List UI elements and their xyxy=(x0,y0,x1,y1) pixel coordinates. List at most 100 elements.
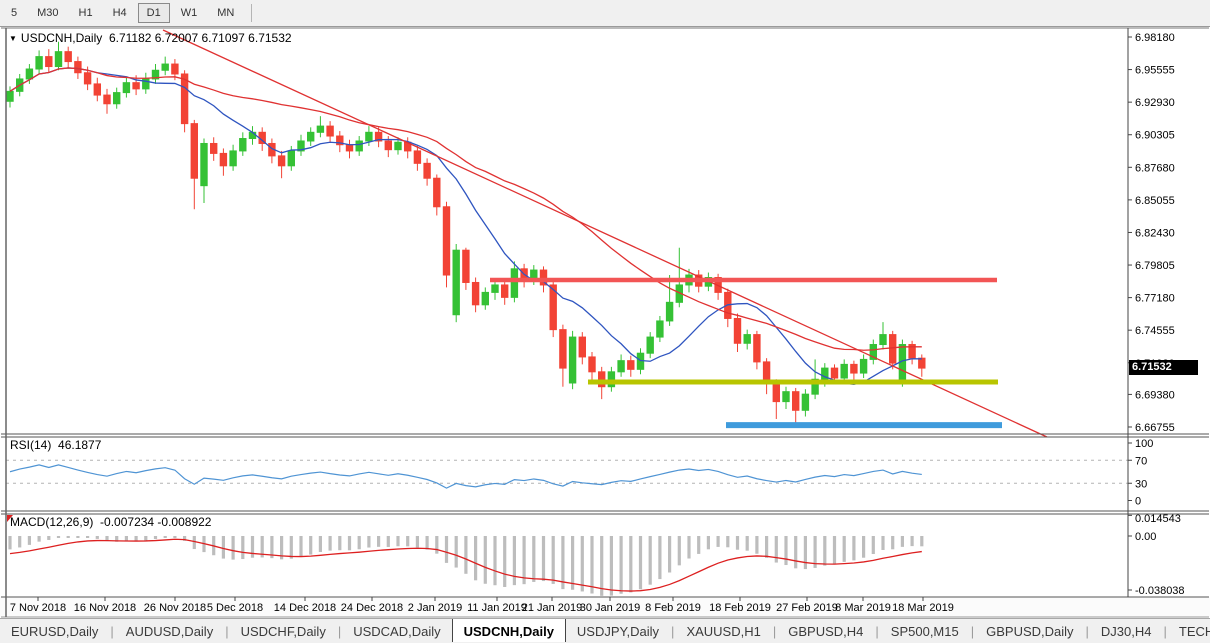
macd-histogram-bar xyxy=(115,536,119,542)
timeframe-button-h4[interactable]: H4 xyxy=(112,7,127,19)
timeframe-button-mn[interactable]: MN xyxy=(217,7,235,19)
chart-tabs-bar: EURUSD,Daily | AUDUSD,Daily | USDCHF,Daily | U… xyxy=(0,618,1210,643)
timeframe-button-m30[interactable]: M30 xyxy=(37,7,59,19)
candle-body-down xyxy=(103,94,111,105)
candle-body-up xyxy=(821,367,829,380)
macd-histogram-bar xyxy=(289,536,293,559)
candle-body-down xyxy=(374,131,383,142)
macd-histogram-bar xyxy=(134,536,138,542)
pane-marker-icon xyxy=(7,515,13,522)
candle-body-down xyxy=(336,135,344,146)
macd-histogram-bar xyxy=(192,536,196,550)
macd-histogram-bar xyxy=(386,536,390,547)
macd-histogram-bar xyxy=(464,536,468,574)
macd-histogram-bar xyxy=(367,536,371,548)
macd-histogram-bar xyxy=(66,535,70,538)
macd-histogram-bar xyxy=(726,536,730,548)
candle-body-up xyxy=(394,141,402,151)
chart-tab-usdcnh-daily[interactable]: USDCNH,Daily xyxy=(451,619,566,642)
macd-histogram-bar xyxy=(842,536,846,562)
chart-tab-dj30-h4[interactable]: DJ30,H4 xyxy=(1100,623,1152,639)
chevron-down-icon[interactable]: ▼ xyxy=(9,34,17,43)
timeframe-button-w1[interactable]: W1 xyxy=(180,7,198,19)
timeframe-button-d1[interactable]: D1 xyxy=(137,3,170,23)
date-axis-label: 27 Feb 2019 xyxy=(776,602,838,614)
tab-separator: | xyxy=(337,623,342,639)
candle-body-up xyxy=(801,393,810,411)
candle-body-up xyxy=(122,82,131,94)
macd-histogram-bar xyxy=(706,536,710,550)
rsi-axis-label: 100 xyxy=(1135,438,1153,450)
macd-histogram-bar xyxy=(8,536,12,550)
macd-histogram-bar xyxy=(532,536,536,582)
macd-histogram-bar xyxy=(619,536,623,594)
candle-body-up xyxy=(656,320,664,338)
chart-tab-sp500-m15[interactable]: SP500,M15 xyxy=(890,623,959,639)
candle-body-down xyxy=(578,336,586,358)
candle-body-down xyxy=(501,284,509,298)
macd-histogram-bar xyxy=(493,536,497,586)
tab-separator: | xyxy=(1085,623,1089,639)
chart-title: ▼ USDCNH,Daily 6.71182 6.72007 6.71097 6.… xyxy=(9,31,292,45)
macd-histogram-bar xyxy=(503,536,507,587)
macd-histogram-bar xyxy=(648,536,652,585)
candle-body-up xyxy=(161,63,169,71)
candle-body-up xyxy=(355,140,363,152)
candle-body-down xyxy=(830,367,839,379)
price-axis-label: 6.66755 xyxy=(1135,422,1175,434)
chart-tab-usdjpy-daily[interactable]: USDJPY,Daily xyxy=(576,623,660,639)
timeframe-button-5[interactable]: 5 xyxy=(11,7,18,19)
macd-histogram-bar xyxy=(474,536,478,581)
date-axis-label: 8 Mar 2019 xyxy=(835,602,891,614)
macd-histogram-bar xyxy=(765,536,769,558)
macd-histogram-bar xyxy=(396,536,400,547)
date-axis-label: 11 Jan 2019 xyxy=(467,602,527,614)
timeframe-button-h1[interactable]: H1 xyxy=(78,7,93,19)
tab-separator: | xyxy=(671,623,675,639)
macd-histogram-bar xyxy=(377,536,381,547)
candle-body-down xyxy=(598,371,606,388)
macd-histogram-bar xyxy=(173,536,177,538)
chart-tab-gbpusd-daily[interactable]: GBPUSD,Daily xyxy=(986,623,1074,639)
candle-body-down xyxy=(850,363,858,374)
candle-body-down xyxy=(345,144,354,152)
macd-histogram-bar xyxy=(881,536,885,550)
chart-tab-eurusd-daily[interactable]: EURUSD,Daily xyxy=(11,623,99,639)
chart-tab-usdcad-daily[interactable]: USDCAD,Daily xyxy=(353,623,441,639)
rsi-line xyxy=(9,464,922,489)
date-axis-label: 7 Nov 2018 xyxy=(10,602,66,614)
candle-body-up xyxy=(365,131,373,142)
macd-histogram-bar xyxy=(124,536,128,542)
chart-tab-tech100-h1[interactable]: TECH100,H1 xyxy=(1178,623,1210,639)
candle-body-down xyxy=(132,82,140,90)
candle-body-up xyxy=(151,69,160,80)
macd-histogram-bar xyxy=(299,536,303,557)
candle-body-up xyxy=(481,291,490,306)
macd-histogram-bar xyxy=(920,536,924,547)
macd-histogram-bar xyxy=(47,536,51,540)
macd-histogram-bar xyxy=(347,536,352,551)
chart-tab-xauusd-h1[interactable]: XAUUSD,H1 xyxy=(686,623,761,639)
candle-body-down xyxy=(423,162,431,179)
candle-body-up xyxy=(142,78,150,90)
candle-body-up xyxy=(452,249,460,316)
date-axis-label: 18 Mar 2019 xyxy=(892,602,954,614)
macd-histogram-bar xyxy=(309,536,313,555)
date-axis-label: 2 Jan 2019 xyxy=(408,602,462,614)
chart-tab-usdchf-daily[interactable]: USDCHF,Daily xyxy=(240,623,326,639)
macd-histogram-bar xyxy=(823,536,827,566)
macd-histogram-bar xyxy=(241,536,245,560)
candle-body-up xyxy=(35,56,43,70)
candle-body-up xyxy=(307,131,315,142)
macd-histogram-bar xyxy=(609,536,613,596)
macd-histogram-bar xyxy=(406,536,410,547)
chart-tab-audusd-daily[interactable]: AUDUSD,Daily xyxy=(125,623,214,639)
candle-body-up xyxy=(665,301,674,322)
macd-histogram-bar xyxy=(435,536,439,554)
candle-body-up xyxy=(287,150,296,167)
chart-tab-gbpusd-h4[interactable]: GBPUSD,H4 xyxy=(788,623,864,639)
candle-body-down xyxy=(219,152,228,167)
trend-line[interactable] xyxy=(162,29,1048,438)
